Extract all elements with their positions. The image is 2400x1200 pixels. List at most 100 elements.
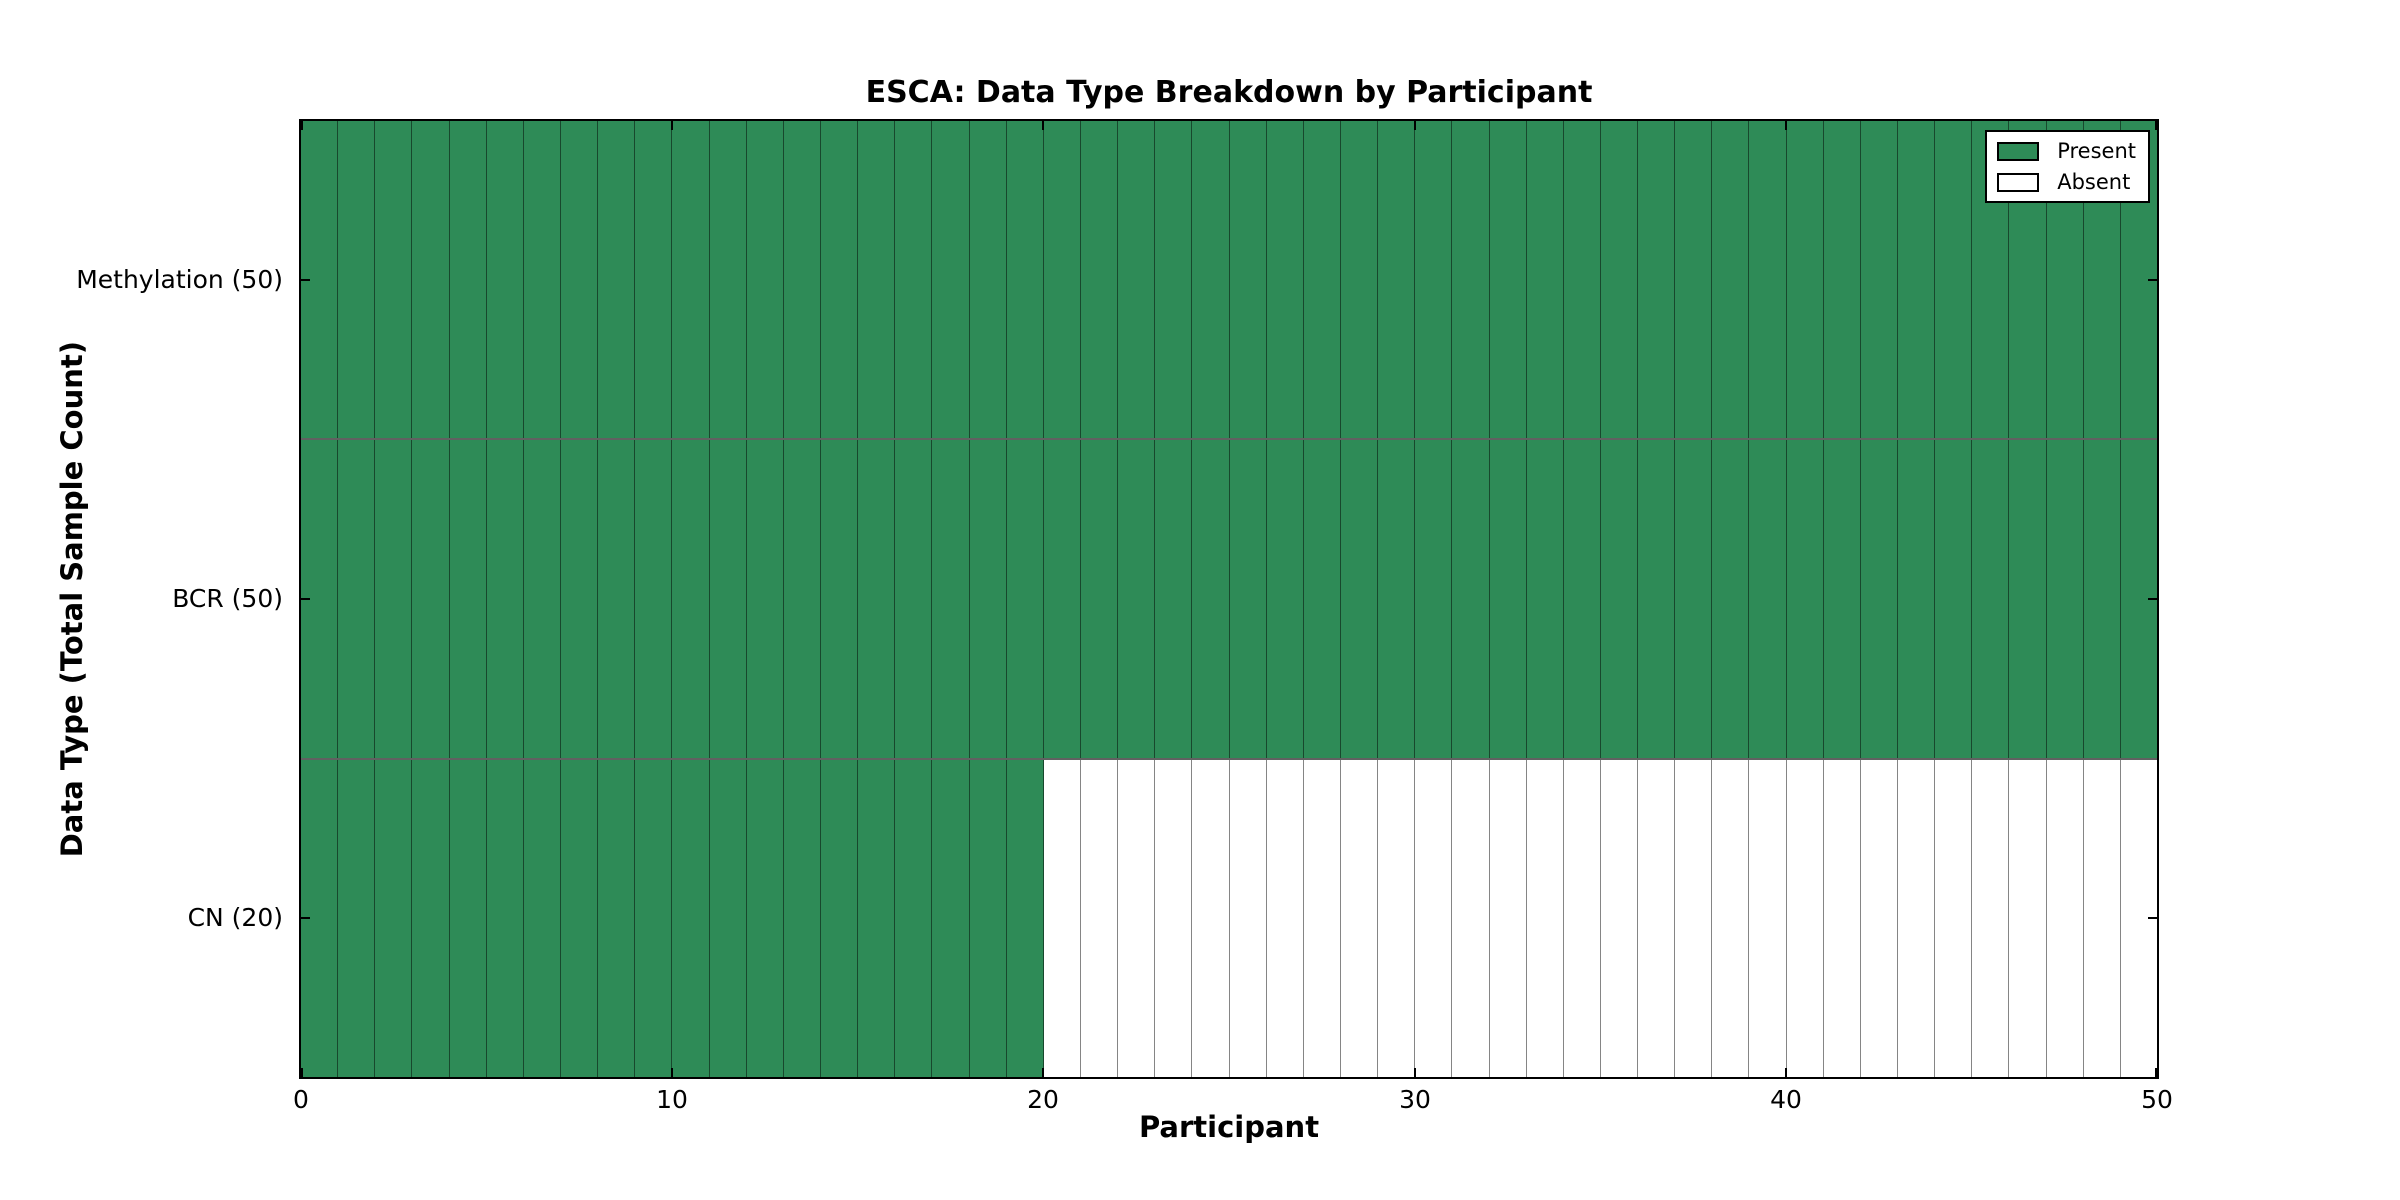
heatmap-cell [1600,121,1639,439]
heatmap-cell [1972,440,2010,758]
heatmap-cell [1415,759,1453,1077]
heatmap-cell [412,440,450,758]
heatmap-cell [486,759,524,1077]
heatmap-cell [1192,759,1230,1077]
heatmap-cell [1823,440,1861,758]
legend-entry: Absent [1997,170,2136,194]
heatmap-cell [1006,759,1044,1077]
heatmap-row [301,438,2158,758]
heatmap-cell [1823,121,1861,439]
heatmap-cell [1935,759,1973,1077]
x-tick-label: 0 [293,1085,309,1114]
heatmap-cell [338,440,376,758]
x-tick-label: 30 [1399,1085,1431,1114]
heatmap-cell [1118,759,1156,1077]
heatmap-cell [2009,440,2047,758]
y-tick-label: BCR (50) [172,584,283,613]
x-axis-tick [1042,1068,1044,1077]
heatmap-cell [1823,759,1861,1077]
heatmap-cell [1935,121,1973,439]
y-axis-tick [2148,279,2157,281]
heatmap-cell [338,121,376,439]
heatmap-cell [375,759,413,1077]
heatmap-cell [1155,121,1193,439]
heatmap-cell [1006,440,1044,758]
heatmap-cell [412,121,450,439]
heatmap-cell [1638,440,1676,758]
y-tick-label: Methylation (50) [76,265,283,294]
legend-swatch [1997,141,2040,161]
heatmap-cell [2046,759,2084,1077]
heatmap-cell [1898,440,1936,758]
heatmap-cell [1675,759,1713,1077]
y-axis-tick [2148,598,2157,600]
heatmap-cell [858,759,896,1077]
heatmap-cell [746,759,784,1077]
chart-title: ESCA: Data Type Breakdown by Participant [865,75,1593,110]
heatmap-cell [1860,440,1899,758]
x-axis-tick [671,1068,673,1077]
heatmap-cell [338,759,376,1077]
heatmap-cell [1786,759,1824,1077]
heatmap-cell [932,759,970,1077]
heatmap-cell [449,759,487,1077]
y-tick-label: CN (20) [187,903,283,932]
heatmap-cell [598,121,636,439]
heatmap-cell [1600,440,1639,758]
x-tick-label: 40 [1770,1085,1802,1114]
heatmap-cell [1489,759,1527,1077]
heatmap-cell [2046,440,2084,758]
heatmap-cell [895,759,933,1077]
x-axis-tick [1785,1068,1787,1077]
heatmap-cell [2083,440,2121,758]
x-axis-tick [2155,1068,2157,1077]
heatmap-cell [820,440,859,758]
y-axis-tick [301,598,310,600]
heatmap-cell [635,440,673,758]
heatmap-cell [672,121,710,439]
heatmap-cell [932,440,970,758]
heatmap-cell [486,440,524,758]
heatmap-cell [1898,121,1936,439]
heatmap-cell [523,121,561,439]
heatmap-cell [1118,121,1156,439]
heatmap-cell [1786,440,1824,758]
x-tick-label: 50 [2141,1085,2173,1114]
heatmap-cell [598,440,636,758]
heatmap-cell [1415,440,1453,758]
heatmap-cell [1266,121,1304,439]
x-axis-tick [671,121,673,130]
heatmap-cell [672,440,710,758]
heatmap-cell [523,759,561,1077]
x-tick-label: 20 [1027,1085,1059,1114]
heatmap-cell [709,121,747,439]
heatmap-cell [1452,440,1490,758]
heatmap-cell [1972,759,2010,1077]
heatmap-cell [598,759,636,1077]
x-axis-tick [1414,121,1416,130]
heatmap-cell [1749,121,1787,439]
heatmap-grid [301,121,2158,1077]
heatmap-cell [1489,440,1527,758]
heatmap-cell [1935,440,1973,758]
heatmap-cell [1006,121,1044,439]
heatmap-cell [1452,121,1490,439]
heatmap-cell [1266,759,1304,1077]
heatmap-cell [1080,121,1119,439]
heatmap-cell [746,121,784,439]
heatmap-cell [1303,121,1341,439]
x-tick-label: 10 [656,1085,688,1114]
x-axis-tick [1414,1068,1416,1077]
heatmap-cell [1600,759,1639,1077]
heatmap-cell [1118,440,1156,758]
heatmap-cell [449,440,487,758]
heatmap-cell [1303,440,1341,758]
heatmap-cell [560,759,599,1077]
heatmap-cell [1563,440,1601,758]
heatmap-cell [858,121,896,439]
heatmap-cell [1266,440,1304,758]
heatmap-cell [1155,440,1193,758]
heatmap-cell [1489,121,1527,439]
heatmap-cell [1749,759,1787,1077]
